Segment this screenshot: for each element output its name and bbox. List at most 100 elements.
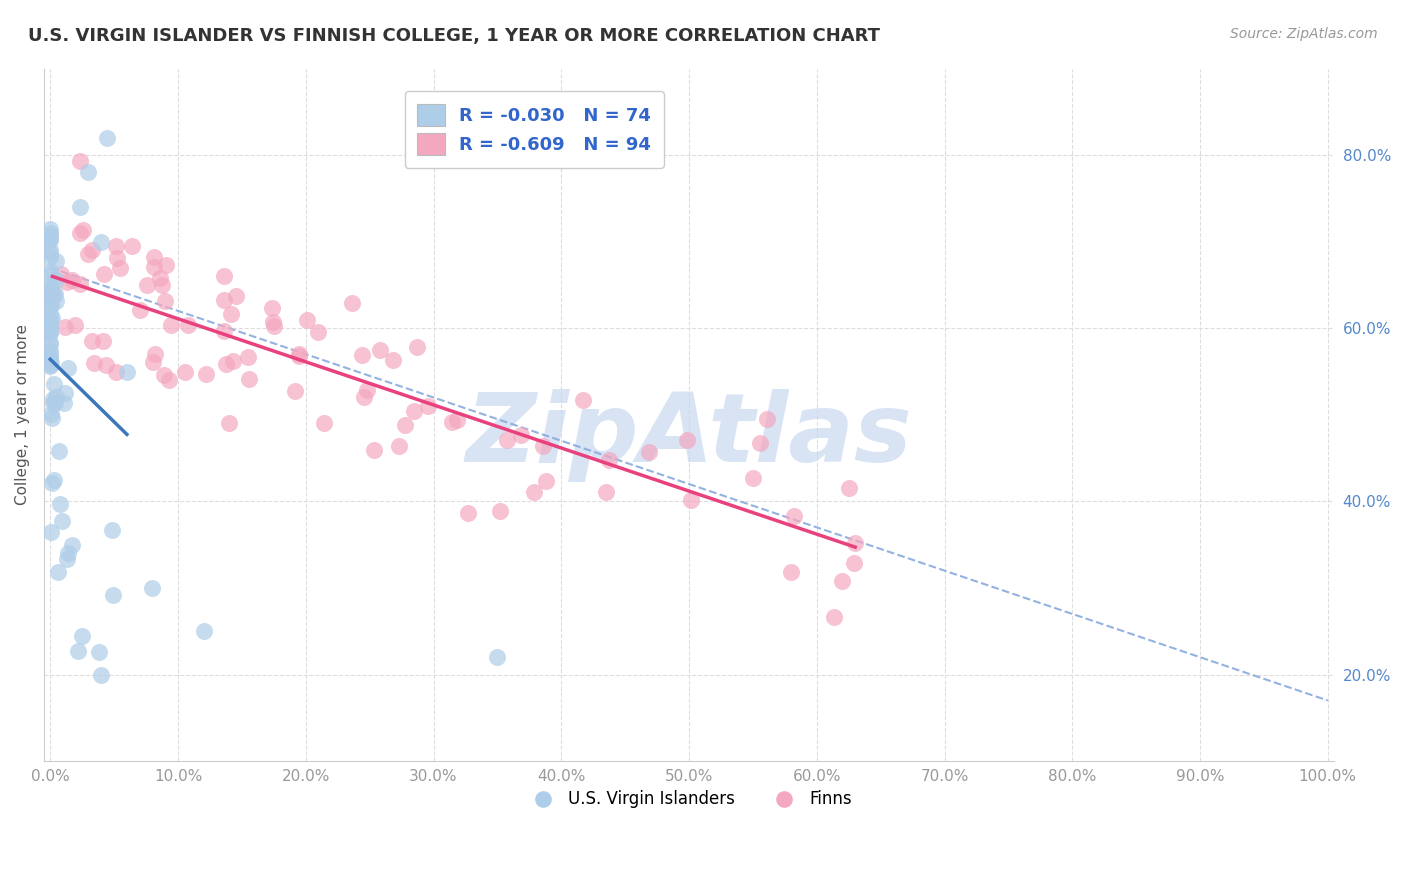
Point (262, 315, 284, 329)
Point (52, 395, 75, 409)
Point (260, 301, 283, 316)
Point (844, 536, 866, 550)
Point (55, 275, 77, 289)
Point (39, 222, 62, 236)
Point (595, 485, 617, 500)
Point (69, 153, 91, 168)
Point (69, 227, 91, 241)
Point (39, 307, 62, 321)
Point (284, 384, 307, 399)
Point (215, 357, 238, 371)
Point (72, 223, 94, 237)
Point (39, 246, 62, 260)
Point (676, 433, 699, 447)
Point (236, 350, 259, 364)
Point (82, 334, 104, 349)
Point (155, 258, 177, 272)
Point (39, 326, 62, 341)
Point (288, 347, 311, 361)
Point (44, 396, 66, 410)
Point (39, 230, 62, 244)
Point (39, 346, 62, 360)
Point (90, 667, 112, 681)
Point (394, 418, 416, 433)
Point (194, 367, 217, 381)
Point (39, 318, 62, 333)
Point (39, 251, 62, 265)
Point (406, 340, 429, 354)
Point (41, 285, 63, 300)
Point (96, 130, 118, 145)
Point (51, 267, 73, 281)
Point (638, 445, 661, 459)
Point (39, 264, 62, 278)
Point (153, 368, 176, 382)
Point (39, 335, 62, 350)
Point (295, 313, 318, 327)
Point (67, 644, 90, 658)
Point (531, 439, 554, 453)
Point (489, 504, 512, 518)
Point (39, 233, 62, 247)
Point (60, 273, 83, 287)
Point (39, 300, 62, 314)
Point (121, 239, 143, 253)
Point (49, 497, 72, 511)
Point (45, 273, 67, 287)
Point (42, 392, 65, 407)
Point (353, 390, 375, 404)
Point (39, 325, 62, 339)
Point (39, 267, 62, 281)
Point (823, 610, 845, 624)
Point (101, 524, 124, 538)
Point (212, 324, 235, 338)
Point (42, 287, 65, 301)
Point (143, 347, 166, 361)
Point (486, 650, 509, 665)
Point (80, 244, 103, 258)
Point (39, 298, 62, 312)
Point (534, 474, 557, 488)
Point (39, 317, 62, 331)
Point (159, 318, 181, 332)
Point (221, 354, 243, 368)
Point (63, 318, 86, 333)
Point (388, 439, 411, 453)
Point (39, 277, 62, 291)
Point (157, 373, 180, 387)
Point (58, 361, 80, 376)
Point (105, 239, 128, 253)
Point (681, 493, 703, 508)
Point (39, 323, 62, 337)
Point (783, 509, 806, 524)
Point (193, 624, 215, 639)
Point (39, 228, 62, 243)
Point (55, 552, 77, 566)
Point (42, 473, 65, 487)
Point (150, 277, 173, 292)
Point (45, 390, 67, 404)
Point (749, 436, 772, 450)
Point (39, 358, 62, 372)
Point (263, 318, 285, 333)
Point (174, 365, 197, 379)
Point (238, 372, 260, 386)
Point (39, 337, 62, 351)
Point (288, 349, 311, 363)
Point (48, 443, 70, 458)
Point (446, 413, 468, 427)
Point (41, 396, 63, 410)
Point (312, 416, 335, 430)
Point (105, 251, 128, 265)
Point (94, 359, 117, 373)
Text: U.S. VIRGIN ISLANDER VS FINNISH COLLEGE, 1 YEAR OR MORE CORRELATION CHART: U.S. VIRGIN ISLANDER VS FINNISH COLLEGE,… (28, 27, 880, 45)
Point (381, 352, 404, 367)
Point (41, 410, 63, 425)
Point (340, 296, 363, 310)
Point (598, 453, 620, 467)
Point (39, 243, 62, 257)
Point (115, 364, 138, 378)
Point (77, 246, 100, 260)
Point (495, 434, 517, 448)
Point (39, 292, 62, 306)
